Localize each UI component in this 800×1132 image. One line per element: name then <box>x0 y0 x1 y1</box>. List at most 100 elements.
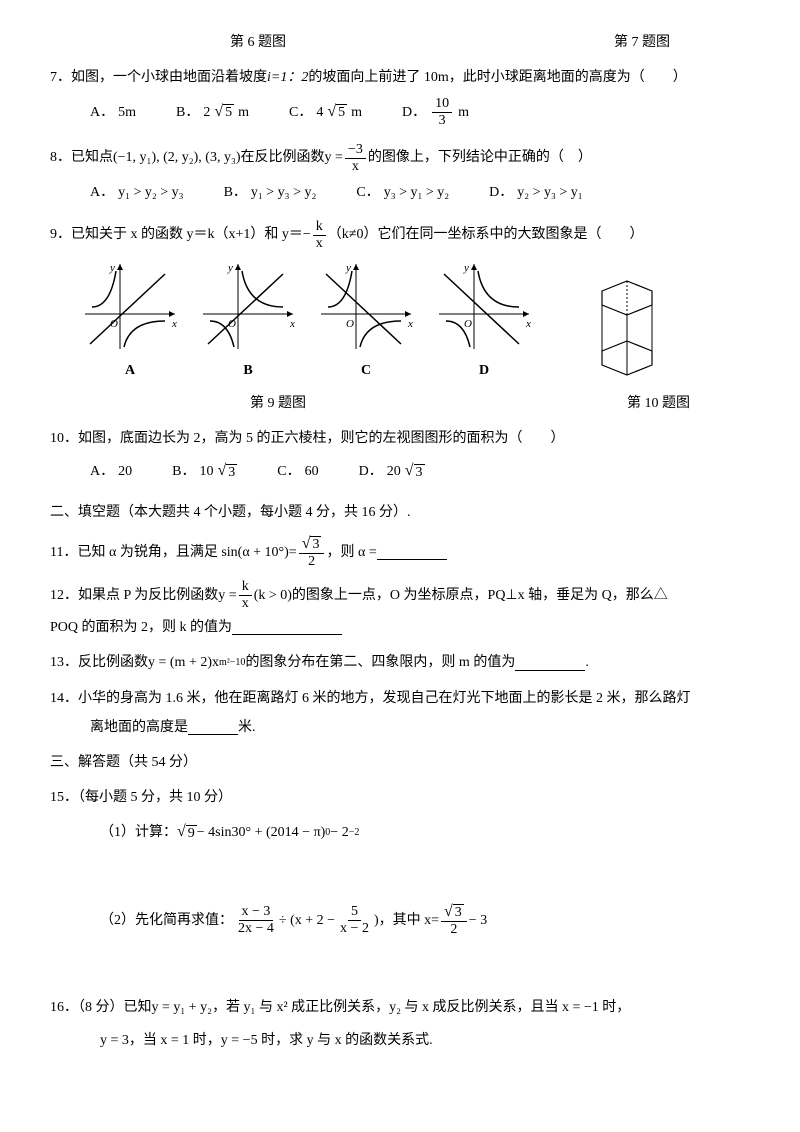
q8-opt-d: D．y₂ > y₃ > y₁ <box>489 180 583 205</box>
fraction: 3 2 <box>441 903 467 937</box>
q10-opt-b: B．103 <box>172 457 237 486</box>
q7-opt-d: D． 103m <box>402 96 469 128</box>
q12-text-b: 的图象上一点，O 为坐标原点，PQ⊥x 轴，垂足为 Q，那么△ <box>292 583 668 608</box>
q10-prism <box>582 273 672 383</box>
q9-text-b: （k≠0）它们在同一坐标系中的大致图象是（ ） <box>328 222 644 247</box>
svg-text:x: x <box>525 318 531 330</box>
q7-text-b: 的坡面向上前进了 10m，此时小球距离地面的高度为（ ） <box>308 65 686 90</box>
figure-6-label: 第 6 题图 <box>230 30 286 55</box>
graph-c-svg: x y O <box>316 259 416 354</box>
q15-p1-mid2: − 2 <box>330 820 348 845</box>
q8-opt-a: A．y₁ > y₂ > y₃ <box>90 180 184 205</box>
blank-input[interactable] <box>232 620 342 635</box>
blank-input[interactable] <box>515 656 585 671</box>
graph-a-svg: xy O <box>80 259 180 354</box>
q9-graph-a: xy O A <box>80 259 180 383</box>
question-14-line2: 离地面的高度是 米. <box>50 715 750 740</box>
q15-p1-mid1: − 4sin30° + (2014 − π) <box>197 820 326 845</box>
q16-eq1: y = y₁ + y₂ <box>152 995 213 1020</box>
q11-text-b: ，则 α = <box>326 540 376 565</box>
q13-exp: m²−10 <box>219 654 245 672</box>
q10-opt-c: C．60 <box>277 457 318 486</box>
svg-text:x: x <box>407 318 413 330</box>
q8-text-b: 在反比例函数 <box>241 145 325 170</box>
q7-slope: i=1：2 <box>267 65 308 90</box>
svg-text:x: x <box>171 318 177 330</box>
q8-text-c: 的图像上，下列结论中正确的（ ） <box>368 145 592 170</box>
q10-options: A．20 B．103 C．60 D．203 <box>50 457 750 486</box>
q12-cond: (k > 0) <box>254 583 292 608</box>
q7-opt-a: A．5m <box>90 96 136 128</box>
q16-text-a: 16．（8 分）已知 <box>50 995 152 1020</box>
sqrt-icon: 3 <box>444 903 464 921</box>
q15-p1-a: （1）计算： <box>100 820 177 845</box>
svg-text:x: x <box>289 318 295 330</box>
question-12: 12．如果点 P 为反比例函数 y = kx (k > 0) 的图象上一点，O … <box>50 579 750 611</box>
question-7: 7．如图，一个小球由地面沿着坡度 i=1：2 的坡面向上前进了 10m，此时小球… <box>50 65 750 90</box>
question-12-line2: POQ 的面积为 2，则 k 的值为 <box>50 615 750 640</box>
sqrt-icon: 3 <box>302 535 322 553</box>
blank-input[interactable] <box>188 720 238 735</box>
question-8: 8．已知点 (−1, y₁), (2, y₂), (3, y₃) 在反比例函数 … <box>50 142 750 174</box>
question-9: 9．已知关于 x 的函数 y＝k（x+1）和 y＝− kx （k≠0）它们在同一… <box>50 219 750 251</box>
q12-yeq: y = <box>218 583 236 608</box>
svg-text:y: y <box>463 262 469 274</box>
q9-graphs: xy O A xy O B xy O C <box>50 259 750 383</box>
q13-text-c: . <box>585 650 589 675</box>
q15-p2-a: （2）先化简再求值： <box>100 908 233 933</box>
q13-text-a: 13．反比例函数 <box>50 650 148 675</box>
q11-text-a: 11．已知 α 为锐角，且满足 sin(α + 10°)= <box>50 540 297 565</box>
q13-text-b: 的图象分布在第二、四象限内，则 m 的值为 <box>245 650 515 675</box>
fraction: 5x − 2 <box>337 904 372 936</box>
q7-options: A．5m B． 25m C． 45m D． 103m <box>50 96 750 128</box>
section-2-heading: 二、填空题（本大题共 4 个小题，每小题 4 分，共 16 分）. <box>50 500 750 525</box>
q9-text-a: 9．已知关于 x 的函数 y＝k（x+1）和 y＝− <box>50 222 311 247</box>
fraction: kx <box>239 579 252 611</box>
sqrt-icon: 3 <box>217 457 237 486</box>
blank-input[interactable] <box>377 545 447 560</box>
question-10: 10．如图，底面边长为 2，高为 5 的正六棱柱，则它的左视图图形的面积为（ ） <box>50 426 750 451</box>
q7-opt-b: B． 25m <box>176 96 249 128</box>
graph-b-svg: xy O <box>198 259 298 354</box>
q14-line2-b: 米. <box>238 715 256 740</box>
q10-opt-a: A．20 <box>90 457 132 486</box>
q9-graph-b: xy O B <box>198 259 298 383</box>
q9-graph-d: xy O D <box>434 259 534 383</box>
q15-p2-c: − 3 <box>469 908 487 933</box>
fraction: x − 32x − 4 <box>235 904 277 936</box>
question-16-line2: y = 3，当 x = 1 时，y = −5 时，求 y 与 x 的函数关系式. <box>50 1028 750 1053</box>
q7-opt-c: C． 45m <box>289 96 362 128</box>
q8-yeq: y = <box>325 145 343 170</box>
q8-opt-b: B．y₁ > y₃ > y₂ <box>224 180 317 205</box>
fraction: 103 <box>432 96 452 128</box>
q16-text-b: ，若 y₁ 与 x² 成正比例关系，y₂ 与 x 成反比例关系，且当 x = −… <box>212 995 630 1020</box>
q8-options: A．y₁ > y₂ > y₃ B．y₁ > y₃ > y₂ C．y₃ > y₁ … <box>50 180 750 205</box>
figure-9-label: 第 9 题图 <box>250 391 306 416</box>
q8-points: (−1, y₁), (2, y₂), (3, y₃) <box>113 145 241 170</box>
figure-10-label: 第 10 题图 <box>627 391 690 416</box>
question-13: 13．反比例函数 y = (m + 2)xm²−10 的图象分布在第二、四象限内… <box>50 650 750 675</box>
q15-part1: （1）计算： 9 − 4sin30° + (2014 − π)0 − 2−2 <box>50 818 750 847</box>
svg-text:y: y <box>345 262 351 274</box>
fraction: 3 2 <box>299 535 325 569</box>
figure-7-label: 第 7 题图 <box>614 30 670 55</box>
svg-text:O: O <box>346 318 354 330</box>
q15-part2: （2）先化简再求值： x − 32x − 4 ÷ (x + 2 − 5x − 2… <box>50 903 750 937</box>
fraction: −3x <box>345 142 366 174</box>
q15-p2-mid: ÷ (x + 2 − <box>279 908 335 933</box>
question-14: 14．小华的身高为 1.6 米，他在距离路灯 6 米的地方，发现自己在灯光下地面… <box>50 686 750 711</box>
q8-text-a: 8．已知点 <box>50 145 113 170</box>
q15-p2-b: )，其中 x= <box>374 908 439 933</box>
sqrt-icon: 5 <box>327 98 347 127</box>
section-3-heading: 三、解答题（共 54 分） <box>50 750 750 775</box>
q8-opt-c: C．y₃ > y₁ > y₂ <box>356 180 449 205</box>
svg-text:y: y <box>227 262 233 274</box>
q13-expr: y = (m + 2)x <box>148 650 219 675</box>
q10-opt-d: D．203 <box>359 457 425 486</box>
sqrt-icon: 5 <box>214 98 234 127</box>
sqrt-icon: 9 <box>177 818 197 847</box>
graph-d-svg: xy O <box>434 259 534 354</box>
q9-graph-c: xy O C <box>316 259 416 383</box>
q12-line2-a: POQ 的面积为 2，则 k 的值为 <box>50 615 232 640</box>
svg-text:y: y <box>109 262 115 274</box>
